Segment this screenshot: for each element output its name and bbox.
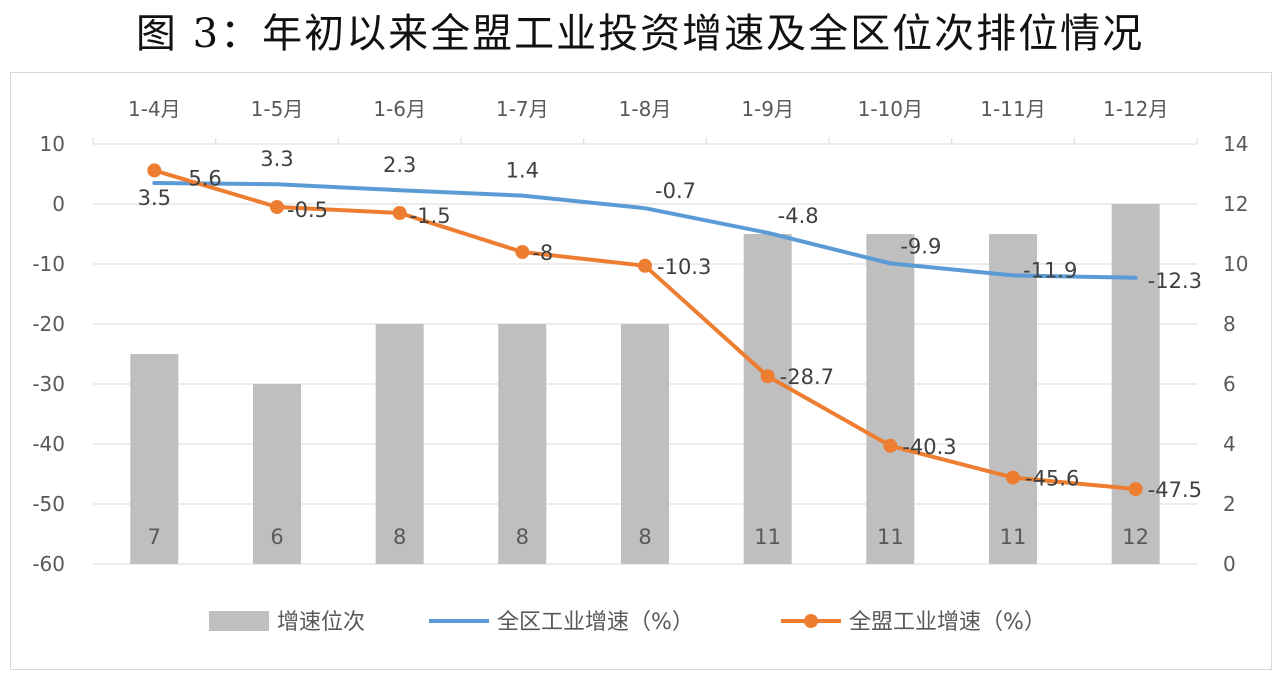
line-value-label: -1.5 <box>410 204 451 228</box>
line-value-label: -10.3 <box>657 255 711 279</box>
left-axis-tick-label: -40 <box>32 432 65 456</box>
right-axis-tick-label: 12 <box>1223 192 1248 216</box>
line-marker <box>270 200 284 214</box>
line-marker <box>515 245 530 259</box>
line-value-label: 3.5 <box>138 186 171 210</box>
category-tick-label: 1-8月 <box>619 97 672 121</box>
line-marker <box>1006 470 1020 485</box>
line-value-label: -28.7 <box>780 365 834 389</box>
line-value-label: -0.5 <box>287 198 328 222</box>
category-tick-label: 1-5月 <box>251 97 304 121</box>
line-marker <box>1128 482 1143 496</box>
right-axis-tick-label: 10 <box>1223 252 1248 276</box>
bar <box>621 324 669 564</box>
bar-value-label: 6 <box>270 525 283 549</box>
chart-frame: 7 6 8 8 8 11 11 11 12 3.5 3.3 2.3 1.4 -0.7 -4.8 -9.9 -11… <box>10 72 1272 670</box>
line-marker <box>883 438 898 453</box>
left-axis-tick-label: 10 <box>40 132 65 156</box>
legend-swatch-marker <box>804 614 818 628</box>
axes: 10 0 -10 -20 -30 -40 -50 -60 14 12 10 8 6 4 2 0 1-4月 1-5月… <box>32 97 1248 576</box>
left-axis-tick-label: -30 <box>32 372 65 396</box>
right-axis-tick-label: 8 <box>1223 312 1236 336</box>
bar-value-label: 11 <box>1000 525 1027 549</box>
line-value-label: -11.9 <box>1023 258 1077 282</box>
line-marker <box>147 163 162 178</box>
category-tick-label: 1-12月 <box>1103 97 1168 121</box>
line-marker <box>760 369 775 384</box>
right-axis-tick-label: 4 <box>1223 432 1236 456</box>
legend: 增速位次 全区工业增速（%） 全盟工业增速（%） <box>209 610 1046 635</box>
line-value-label: -0.7 <box>655 179 696 203</box>
line-value-label: -45.6 <box>1025 467 1079 491</box>
line-series <box>147 163 1143 496</box>
left-axis-tick-label: -20 <box>32 312 65 336</box>
bar <box>1111 204 1160 564</box>
line-value-label: -40.3 <box>902 435 956 459</box>
bar <box>375 324 424 564</box>
legend-label: 全盟工业增速（%） <box>849 610 1046 635</box>
data-labels: 7 6 8 8 8 11 11 11 12 3.5 3.3 2.3 1.4 -0.7 -4.8 -9.9 -11… <box>138 147 1202 549</box>
right-axis-tick-label: 14 <box>1223 132 1248 156</box>
bar <box>498 324 547 564</box>
right-axis-tick-label: 6 <box>1223 372 1236 396</box>
right-axis-tick-label: 0 <box>1223 552 1236 576</box>
left-axis-tick-label: -60 <box>32 552 65 576</box>
line-marker <box>638 258 652 273</box>
legend-label: 增速位次 <box>277 610 365 635</box>
chart-title: 图 3：年初以来全盟工业投资增速及全区位次排位情况 <box>135 11 1145 57</box>
bar-value-label: 11 <box>877 525 904 549</box>
category-tick-label: 1-4月 <box>128 97 181 121</box>
line-value-label: 1.4 <box>506 159 539 183</box>
category-tick-label: 1-11月 <box>980 97 1045 121</box>
line-value-label: -8 <box>532 241 553 265</box>
category-tick-label: 1-10月 <box>858 97 923 121</box>
bar <box>989 234 1037 564</box>
legend-label: 全区工业增速（%） <box>497 610 694 635</box>
bar <box>253 384 301 564</box>
bar-value-label: 7 <box>148 525 161 549</box>
bar <box>866 234 915 564</box>
line-value-label: -4.8 <box>778 204 819 228</box>
category-tick-label: 1-9月 <box>741 97 794 121</box>
bar-value-label: 8 <box>638 525 651 549</box>
bar-value-label: 8 <box>393 525 406 549</box>
line-value-label: 2.3 <box>383 153 416 177</box>
category-tick-label: 1-7月 <box>496 97 549 121</box>
line-value-label: -12.3 <box>1148 269 1202 293</box>
bar <box>130 354 179 564</box>
line-value-label: -47.5 <box>1148 478 1202 502</box>
bar-value-label: 11 <box>754 525 781 549</box>
left-axis-tick-label: -10 <box>32 252 65 276</box>
bar <box>743 234 792 564</box>
left-axis-tick-label: 0 <box>52 192 65 216</box>
line-marker <box>392 206 407 220</box>
line-value-label: -9.9 <box>900 234 941 258</box>
chart-svg: 7 6 8 8 8 11 11 11 12 3.5 3.3 2.3 1.4 -0.7 -4.8 -9.9 -11… <box>32 97 1248 635</box>
category-tick-label: 1-6月 <box>373 97 426 121</box>
line-value-label: 5.6 <box>188 166 221 190</box>
right-axis-tick-label: 2 <box>1223 492 1236 516</box>
bar-value-label: 12 <box>1122 525 1149 549</box>
legend-swatch-bars <box>209 611 269 631</box>
bar-value-label: 8 <box>516 525 529 549</box>
line-value-label: 3.3 <box>260 147 293 171</box>
bar-series <box>130 204 1160 564</box>
left-axis-tick-label: -50 <box>32 492 65 516</box>
region-growth-line <box>152 181 1138 280</box>
